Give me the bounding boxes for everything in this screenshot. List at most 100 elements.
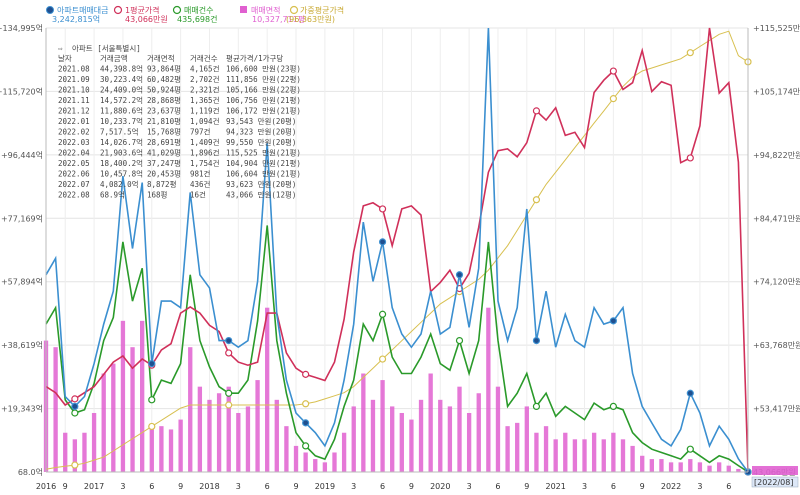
table-cell: 1,409건 [190, 137, 220, 147]
x-tick-label: 3 [351, 482, 356, 491]
table-cell: 18,400.2억 [100, 159, 143, 168]
series-point [225, 401, 233, 409]
table-cell: 436건 [190, 179, 211, 189]
area-bar [370, 399, 376, 472]
area-bar [390, 406, 395, 472]
table-cell: 11,880.6억 [100, 107, 143, 116]
table-body: 날자 거래금액 거래면적 거래건수 평균가격/1가구당 2021.08 44,398.8억 9… [58, 53, 301, 200]
area-bar [197, 386, 203, 472]
legend-item-amount[interactable]: 아파트매매대금 3,242,815억 [46, 5, 109, 24]
table-cell: 2021.08 [58, 65, 90, 74]
legend-item-unit-price[interactable]: 1평균가격 43,066만원 [113, 5, 168, 24]
area-bar [313, 459, 318, 472]
area-bar [293, 445, 299, 472]
area-bar [332, 452, 337, 472]
x-tick-label: 2022 [661, 482, 681, 491]
left-tick-label: +57,894억 [1, 277, 43, 287]
area-bar [668, 462, 674, 472]
table-cell: 93,543 만원(20평) [226, 116, 296, 126]
table-cell: 10,457.8억 [100, 170, 143, 179]
area-bar [72, 439, 78, 472]
area-bar [380, 380, 385, 472]
left-tick-label: +19,343억 [1, 404, 43, 414]
area-bar [466, 412, 472, 472]
series-point [148, 360, 156, 368]
table-cell: 111,856 만원(22평) [226, 74, 301, 84]
area-bar [168, 429, 174, 472]
x-tick-label: 6 [611, 482, 616, 491]
legend-value: 10,327,711평 [252, 14, 305, 24]
legend-value: 43,066만원 [125, 15, 168, 24]
series-point [148, 422, 156, 431]
table-cell: 37,247평 [147, 158, 181, 168]
x-tick-label: 2019 [315, 482, 335, 491]
table-cell: 2,702건 [190, 74, 220, 84]
series-point [455, 336, 464, 345]
area-bar [524, 406, 529, 472]
area-bar [620, 439, 626, 472]
area-bar [534, 432, 539, 472]
legend-label: 1평균가격 [125, 5, 160, 15]
area-bar [341, 432, 347, 472]
area-bar [91, 412, 97, 472]
series-line [45, 27, 749, 473]
table-cell: 106,604 만원(21평) [226, 169, 301, 179]
area-bar [476, 393, 481, 472]
x-tick-label: 6 [265, 482, 270, 491]
table-cell: 4,165건 [190, 64, 220, 74]
legend-square-icon [240, 6, 247, 13]
table-cell: 68.9억 [100, 191, 125, 200]
x-tick-label: 2020 [430, 482, 450, 491]
area-bar [428, 373, 433, 472]
legend-label: 매매건수 [184, 5, 213, 15]
series-point [686, 154, 694, 162]
area-bar [284, 426, 289, 472]
area-bar [361, 373, 366, 472]
x-tick-label: 2018 [199, 482, 219, 491]
legend-item-area[interactable]: 매매면적 10,327,711평 [240, 5, 305, 24]
table-header: 평균가격/1가구당 [226, 53, 283, 63]
area-bar [245, 406, 251, 472]
legend-label: 아파트매매대금 [57, 5, 109, 15]
table-cell: 50,924평 [147, 85, 181, 95]
table-cell: 28,691평 [147, 137, 181, 147]
table-cell: 2022.01 [58, 117, 90, 126]
table-header: 거래건수 [190, 53, 218, 63]
bars-area-series [43, 307, 751, 472]
area-bar [486, 307, 491, 472]
current-date-badge [751, 476, 799, 488]
series-point [686, 389, 694, 397]
area-bar [274, 399, 279, 472]
table-cell: 44,398.8억 [100, 65, 143, 74]
data-table: 아파트 [서울특별시] ⇨ 날자 거래금액 거래면적 거래건수 평균가격/1가구당 202… [58, 43, 301, 200]
table-header: 날자 [58, 53, 72, 63]
table-cell: 2022.04 [58, 149, 90, 158]
area-bar [438, 399, 443, 472]
table-cell: 23,637평 [147, 106, 181, 116]
area-bar [82, 432, 87, 472]
series-line [45, 30, 749, 470]
x-tick-label: 6 [726, 482, 731, 491]
series-point [686, 49, 694, 57]
series-point [225, 336, 233, 345]
series-point [378, 205, 387, 213]
area-bar [505, 426, 510, 472]
table-cell: 104,904 만원(21평) [226, 158, 301, 168]
table-cell: 16건 [190, 190, 206, 200]
right-tick-label: +105,174만원 [753, 87, 800, 96]
area-bar [697, 462, 703, 472]
legend-item-weighted-price[interactable]: 가중평균가격 (96,363만원) [286, 5, 344, 24]
legend-item-count[interactable]: 매매건수 435,698건 [172, 5, 218, 24]
left-tick-label: +134,995억 [0, 23, 43, 33]
x-tick-label: 9 [293, 482, 298, 491]
area-bar [495, 386, 501, 472]
series-point [148, 396, 156, 404]
table-cell: 168평 [147, 190, 167, 200]
area-bar [159, 426, 164, 472]
series-point [532, 107, 541, 115]
series-point [532, 402, 541, 411]
area-bar [255, 380, 260, 472]
x-tick-label: 3 [120, 482, 125, 491]
table-cell: 2021.11 [58, 96, 90, 105]
table-cell: 14,026.7억 [100, 138, 143, 147]
